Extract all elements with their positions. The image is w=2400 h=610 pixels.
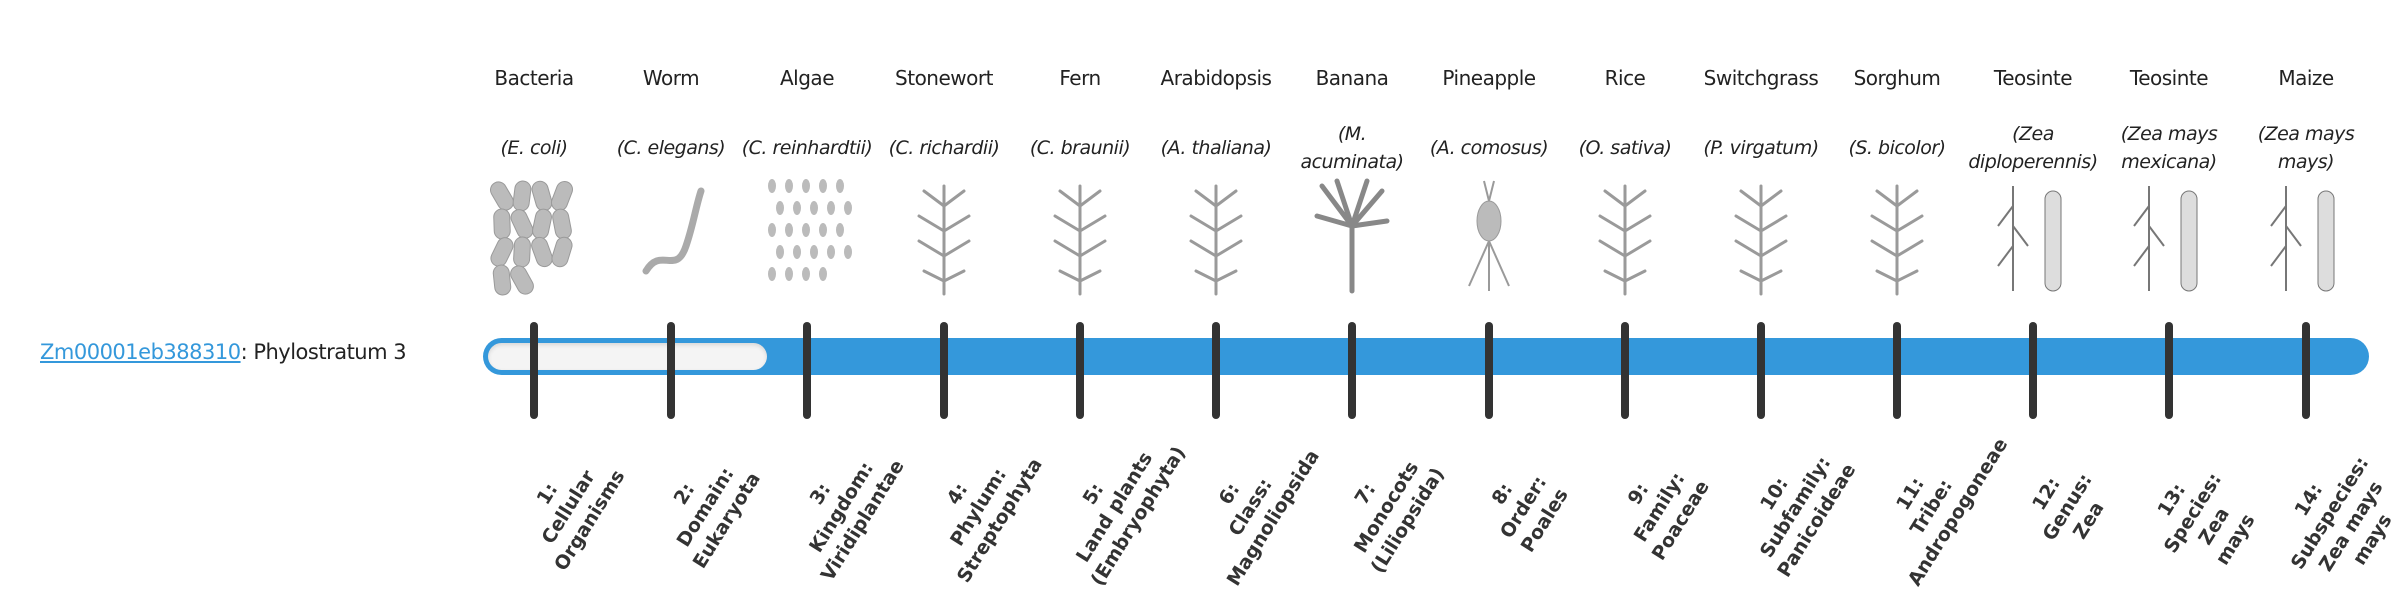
organism-name: Maize xyxy=(2278,66,2334,90)
organism-species: (C. elegans) xyxy=(616,137,726,159)
stratum-tick xyxy=(667,322,675,419)
stratum-tick xyxy=(2029,322,2037,419)
stratum-label-text: 1: Cellular Organisms xyxy=(532,466,630,575)
organism-species: (P. virgatum) xyxy=(1703,137,1819,159)
pineapple-illustration xyxy=(1421,176,1557,296)
organism-name: Banana xyxy=(1315,66,1389,90)
organism-species: (O. sativa) xyxy=(1578,137,1672,159)
organism-name: Bacteria xyxy=(494,66,574,90)
stratum-tick xyxy=(1076,322,1084,419)
organism-name: Worm xyxy=(642,66,700,90)
organism-species: (A. thaliana) xyxy=(1160,137,1272,159)
organism-name: Rice xyxy=(1604,66,1646,90)
stratum-tick xyxy=(1621,322,1629,419)
organism-species: (C. braunii) xyxy=(1029,137,1131,159)
stratum-tick xyxy=(1348,322,1356,419)
organism-species: (M. acuminata) xyxy=(1300,123,1404,173)
organism-name: Teosinte xyxy=(1993,66,2073,90)
organism-species: (Zea mays mexicana) xyxy=(2120,123,2218,173)
organism-name: Teosinte xyxy=(2129,66,2209,90)
stratum-label: 14: Subspecies: Zea mays mays xyxy=(2287,440,2400,575)
stratum-tick xyxy=(1212,322,1220,419)
organism-species: (C. reinhardtii) xyxy=(741,137,873,159)
stratum-tick xyxy=(1485,322,1493,419)
stratum-tick xyxy=(2302,322,2310,419)
organism-species: (Zea diploperennis) xyxy=(1968,123,2098,173)
organism-name: Algae xyxy=(780,66,835,90)
worm-illustration xyxy=(603,176,739,296)
bacteria-illustration xyxy=(466,176,602,296)
teosinte-illustration xyxy=(2101,176,2237,296)
stratum-tick xyxy=(1757,322,1765,419)
stratum-tick xyxy=(2165,322,2173,419)
stonewort-illustration xyxy=(876,176,1012,296)
sorghum-illustration xyxy=(1829,176,1965,296)
organism-species: (Zea mays mays) xyxy=(2257,123,2355,173)
stratum-tick xyxy=(803,322,811,419)
organism-species: (A. comosus) xyxy=(1429,137,1549,159)
organism-name: Sorghum xyxy=(1853,66,1941,90)
rice-illustration xyxy=(1557,176,1693,296)
banana-illustration xyxy=(1284,176,1420,296)
teosinte-illustration xyxy=(1965,176,2101,296)
organism-name: Switchgrass xyxy=(1703,66,1819,90)
organism-name: Pineapple xyxy=(1442,66,1536,90)
maize-illustration xyxy=(2238,176,2374,296)
stratum-tick xyxy=(1893,322,1901,419)
stratum-tick xyxy=(530,322,538,419)
organism-species: (E. coli) xyxy=(500,137,568,159)
phylostratum-text: : Phylostratum 3 xyxy=(240,340,407,364)
organism-name: Stonewort xyxy=(895,66,993,90)
arabidopsis-illustration xyxy=(1148,176,1284,296)
gene-id-link[interactable]: Zm00001eb388310 xyxy=(40,340,241,364)
phylostratum-progress-bar xyxy=(483,338,2369,375)
algae-illustration xyxy=(739,176,875,296)
organism-name: Arabidopsis xyxy=(1160,66,1272,90)
organism-species: (S. bicolor) xyxy=(1848,137,1946,159)
organism-species: (C. richardii) xyxy=(888,137,1000,159)
organism-name: Fern xyxy=(1059,66,1101,90)
stratum-tick xyxy=(940,322,948,419)
switchgrass-illustration xyxy=(1693,176,1829,296)
gene-label: Zm00001eb388310: Phylostratum 3 xyxy=(40,340,407,364)
fern-illustration xyxy=(1012,176,1148,296)
